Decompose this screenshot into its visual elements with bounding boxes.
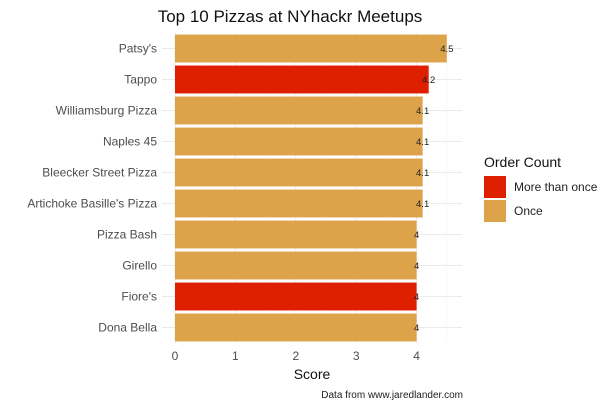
x-tick-label: 0 [172, 349, 179, 363]
legend: Order Count More than once Once [484, 154, 598, 222]
legend-label: Once [514, 204, 543, 218]
bar [175, 96, 423, 125]
x-tick-label: 2 [292, 349, 299, 363]
bar [175, 65, 429, 94]
bar [175, 220, 417, 249]
bar-value-label: 4 [414, 261, 419, 272]
bar [175, 127, 423, 156]
bar [175, 313, 417, 342]
chart-title: Top 10 Pizzas at NYhackr Meetups [158, 7, 423, 26]
category-label: Girello [122, 259, 157, 273]
legend-key [484, 200, 506, 222]
bar [175, 189, 423, 218]
category-label: Tappo [124, 73, 157, 87]
bar-value-label: 4.1 [416, 106, 429, 117]
bar-value-label: 4.2 [422, 75, 435, 86]
x-tick-label: 1 [232, 349, 239, 363]
category-label: Fiore's [121, 290, 157, 304]
bar [175, 282, 417, 311]
category-label: Williamsburg Pizza [56, 104, 158, 118]
x-tick-label: 3 [353, 349, 360, 363]
bar-value-label: 4.1 [416, 199, 429, 210]
chart-caption: Data from www.jaredlander.com [321, 390, 463, 401]
category-label: Bleecker Street Pizza [42, 166, 157, 180]
x-tick-labels: 0 1 2 3 4 [172, 349, 421, 363]
bar-value-label: 4.1 [416, 168, 429, 179]
bars: 4.5 4.2 4.1 4.1 4.1 4.1 4 4 4 4 [175, 34, 453, 342]
legend-label: More than once [514, 180, 598, 194]
bar-value-label: 4 [414, 292, 419, 303]
legend-key [484, 176, 506, 198]
category-label: Pizza Bash [97, 228, 157, 242]
category-label: Naples 45 [103, 135, 157, 149]
x-axis-title: Score [294, 366, 331, 382]
legend-title: Order Count [484, 154, 561, 170]
bar [175, 158, 423, 187]
category-labels: Patsy's Tappo Williamsburg Pizza Naples 45 B… [27, 42, 157, 335]
bar-value-label: 4 [414, 323, 419, 334]
bar [175, 34, 447, 63]
category-label: Artichoke Basille's Pizza [27, 197, 157, 211]
x-tick-label: 4 [413, 349, 420, 363]
bar-value-label: 4.5 [440, 44, 453, 55]
bar-value-label: 4 [414, 230, 419, 241]
category-label: Patsy's [119, 42, 157, 56]
bar-value-label: 4.1 [416, 137, 429, 148]
category-label: Dona Bella [98, 321, 157, 335]
bar [175, 251, 417, 280]
